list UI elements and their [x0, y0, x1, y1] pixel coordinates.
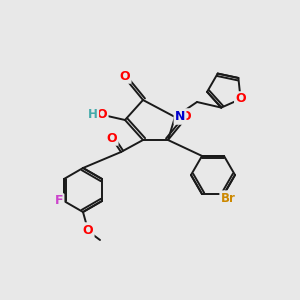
Text: O: O: [83, 224, 93, 236]
Text: O: O: [97, 109, 107, 122]
Text: F: F: [55, 194, 63, 208]
Text: O: O: [181, 110, 191, 122]
Text: O: O: [107, 131, 117, 145]
Text: O: O: [120, 70, 130, 83]
Text: O: O: [235, 92, 246, 106]
Text: N: N: [175, 110, 185, 124]
Text: Br: Br: [220, 192, 236, 205]
Text: H: H: [88, 109, 98, 122]
